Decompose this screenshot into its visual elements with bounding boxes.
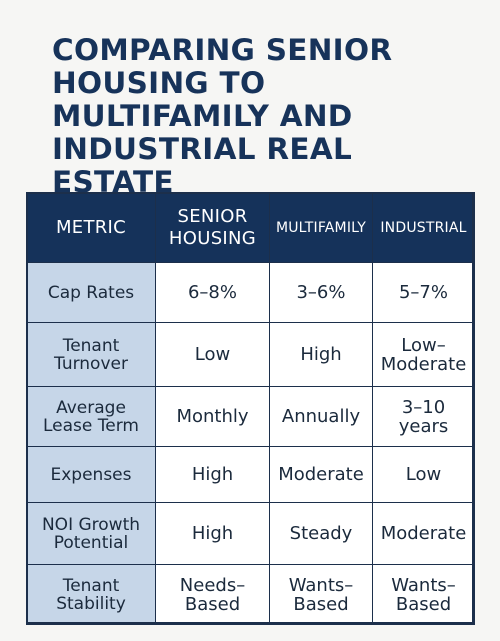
table-row: Expenses High Moderate Low xyxy=(26,446,475,503)
industrial-cell: 3–10 years xyxy=(372,386,475,447)
column-header-metric: METRIC xyxy=(26,192,156,263)
senior-housing-cell: Low xyxy=(155,322,270,387)
comparison-table: METRIC SENIOR HOUSING MULTIFAMILY INDUST… xyxy=(26,192,475,625)
table-row: Average Lease Term Monthly Annually 3–10… xyxy=(26,386,475,447)
multifamily-cell: 3–6% xyxy=(269,262,373,323)
column-header-senior-housing: SENIOR HOUSING xyxy=(155,192,270,263)
metric-cell: Average Lease Term xyxy=(26,386,156,447)
multifamily-cell: Moderate xyxy=(269,446,373,503)
multifamily-cell: Annually xyxy=(269,386,373,447)
senior-housing-cell: Needs– Based xyxy=(155,564,270,625)
page-title: COMPARING SENIOR HOUSING TO MULTIFAMILY … xyxy=(52,33,393,199)
senior-housing-cell: High xyxy=(155,502,270,565)
multifamily-cell: Steady xyxy=(269,502,373,565)
table-row: Cap Rates 6–8% 3–6% 5–7% xyxy=(26,262,475,323)
multifamily-cell: Wants– Based xyxy=(269,564,373,625)
metric-cell: Tenant Stability xyxy=(26,564,156,625)
column-header-industrial: INDUSTRIAL xyxy=(372,192,475,263)
metric-cell: NOI Growth Potential xyxy=(26,502,156,565)
metric-cell: Cap Rates xyxy=(26,262,156,323)
senior-housing-cell: Monthly xyxy=(155,386,270,447)
senior-housing-cell: High xyxy=(155,446,270,503)
industrial-cell: Wants– Based xyxy=(372,564,475,625)
metric-cell: Expenses xyxy=(26,446,156,503)
senior-housing-cell: 6–8% xyxy=(155,262,270,323)
column-header-multifamily: MULTIFAMILY xyxy=(269,192,373,263)
industrial-cell: Low xyxy=(372,446,475,503)
table-row: NOI Growth Potential High Steady Moderat… xyxy=(26,502,475,565)
industrial-cell: Moderate xyxy=(372,502,475,565)
metric-cell: Tenant Turnover xyxy=(26,322,156,387)
table-row: Tenant Stability Needs– Based Wants– Bas… xyxy=(26,564,475,625)
table-row: Tenant Turnover Low High Low– Moderate xyxy=(26,322,475,387)
multifamily-cell: High xyxy=(269,322,373,387)
industrial-cell: Low– Moderate xyxy=(372,322,475,387)
table-header-row: METRIC SENIOR HOUSING MULTIFAMILY INDUST… xyxy=(26,192,475,263)
industrial-cell: 5–7% xyxy=(372,262,475,323)
